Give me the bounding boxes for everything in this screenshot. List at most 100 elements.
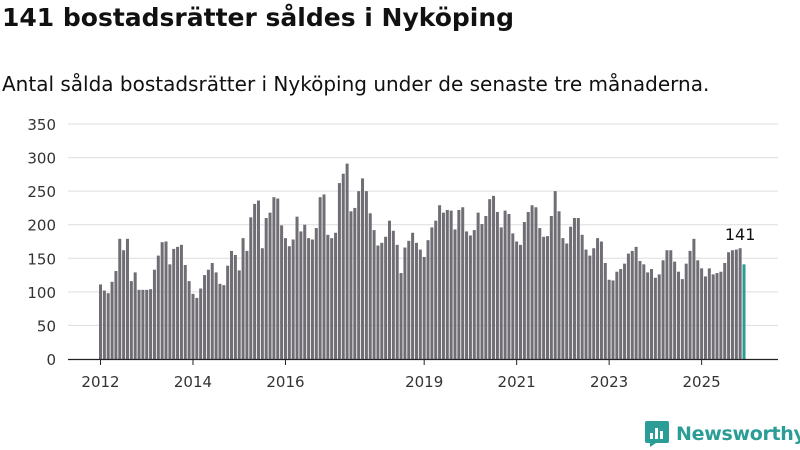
bar [218, 283, 222, 359]
bar [719, 271, 723, 359]
bar [322, 194, 326, 359]
bar [264, 218, 268, 359]
bar [700, 268, 704, 359]
bar [403, 247, 407, 359]
bar [688, 250, 692, 359]
bar [576, 218, 580, 359]
bar [364, 191, 368, 359]
bar [230, 250, 234, 359]
bar [141, 289, 145, 359]
y-tick-label: 300 [27, 150, 56, 168]
bar [179, 244, 183, 359]
bar [106, 293, 110, 359]
bar [707, 268, 711, 359]
bar [642, 264, 646, 359]
bar [253, 203, 257, 359]
bar [565, 243, 569, 359]
bar [353, 207, 357, 359]
bar [515, 241, 519, 359]
bar [684, 263, 688, 359]
bar [534, 207, 538, 359]
y-axis-tick-labels: 0 50 100 150 200 250 300 350 [27, 116, 56, 369]
bar [465, 231, 469, 359]
x-tick-label: 2023 [590, 373, 628, 391]
bar [418, 249, 422, 359]
bar [295, 216, 299, 359]
bar [680, 279, 684, 359]
bar [368, 213, 372, 359]
bar [530, 205, 534, 359]
bar [499, 227, 503, 359]
bar [172, 248, 176, 359]
bar [233, 254, 237, 359]
bar [287, 246, 291, 359]
bar [160, 242, 164, 359]
bar [480, 224, 484, 359]
bar [226, 265, 230, 359]
bars [99, 163, 746, 359]
y-tick-label: 50 [37, 317, 56, 335]
x-tick-label: 2014 [174, 373, 212, 391]
bar [492, 195, 496, 359]
bar [430, 227, 434, 359]
bar [376, 245, 380, 359]
bar [237, 270, 241, 359]
bar [519, 244, 523, 359]
bar [110, 281, 114, 359]
bar [650, 269, 654, 359]
bar [607, 279, 611, 359]
bar [411, 232, 415, 359]
bar [592, 248, 596, 359]
bar [361, 178, 365, 359]
bar [588, 255, 592, 359]
bar [357, 191, 361, 359]
x-tick-label: 2016 [266, 373, 304, 391]
bar [249, 217, 253, 359]
newsworthy-logo-icon [645, 421, 669, 447]
bar [183, 265, 187, 359]
bar [195, 297, 199, 359]
bar [291, 239, 295, 359]
bar [696, 260, 700, 359]
bar [615, 271, 619, 359]
brand-name: Newsworthy [676, 423, 800, 445]
bar [553, 191, 557, 359]
bar [669, 250, 673, 359]
y-tick-label: 100 [27, 284, 56, 302]
bar [434, 220, 438, 359]
bar [372, 230, 376, 359]
bar [538, 228, 542, 359]
bar [349, 211, 353, 359]
bar [337, 183, 341, 359]
bar [260, 248, 264, 359]
bar [468, 235, 472, 359]
bar [303, 224, 307, 359]
bar [522, 222, 526, 359]
bar [380, 242, 384, 359]
bar [245, 250, 249, 359]
y-tick-label: 150 [27, 250, 56, 268]
bar [283, 238, 287, 359]
last-value-annotation: 141 [725, 225, 756, 244]
bar-latest [742, 264, 746, 359]
bar [626, 253, 630, 359]
bar [653, 277, 657, 359]
newsworthy-brand: Newsworthy [644, 420, 800, 448]
bar [692, 238, 696, 359]
bar [191, 293, 195, 359]
bar [145, 289, 149, 359]
bar [426, 240, 430, 359]
bar [102, 290, 106, 359]
bar [676, 271, 680, 359]
bar [599, 241, 603, 359]
bar [542, 236, 546, 359]
bar [276, 198, 280, 359]
bar [646, 272, 650, 359]
bar [384, 236, 388, 359]
bar [661, 260, 665, 359]
bar [723, 262, 727, 359]
bar [603, 262, 607, 359]
bar [549, 215, 553, 359]
bar [657, 274, 661, 359]
